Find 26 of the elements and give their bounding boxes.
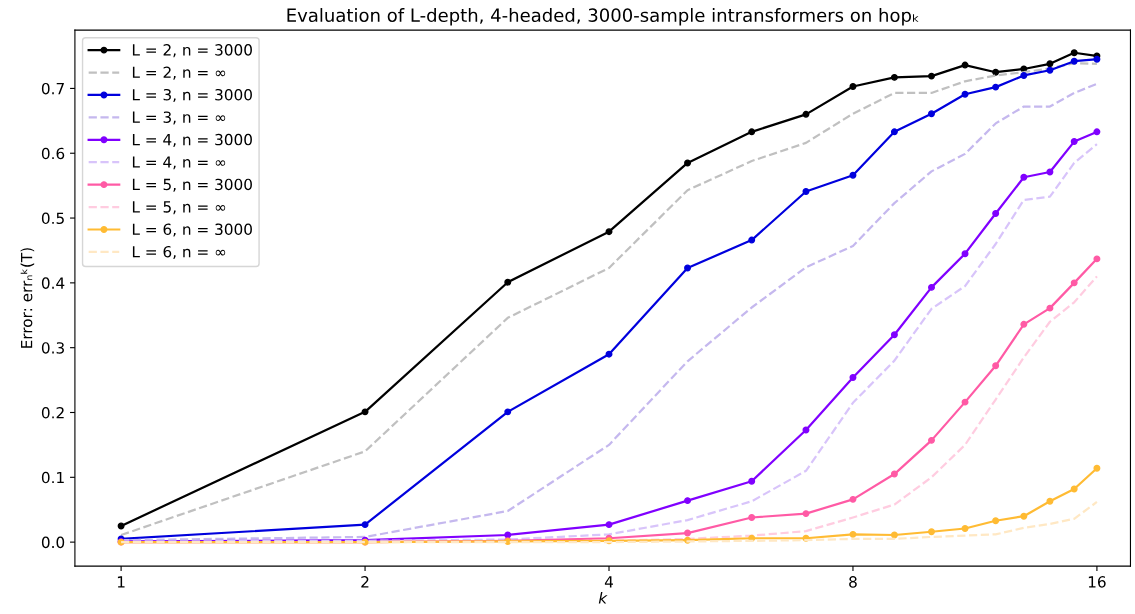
y-tick-label: 0.7 xyxy=(41,82,64,95)
y-tick-label: 0.6 xyxy=(41,147,65,160)
legend-label: L = 2, n = ∞ xyxy=(132,66,226,80)
legend-label: L = 5, n = 3000 xyxy=(132,178,252,192)
x-tick-label: 2 xyxy=(361,576,369,588)
x-tick-label: 1 xyxy=(117,576,125,588)
x-tick-label: 8 xyxy=(849,576,857,588)
legend-label: L = 4, n = 3000 xyxy=(132,133,252,147)
y-axis-title: Error: errₙᵏ(T) xyxy=(20,248,35,348)
x-tick-label: 16 xyxy=(1088,576,1106,588)
y-tick-label: 0.2 xyxy=(41,406,64,419)
y-tick-label: 0.5 xyxy=(41,212,64,225)
legend-label: L = 3, n = 3000 xyxy=(132,88,252,103)
legend-label: L = 4, n = ∞ xyxy=(132,156,226,170)
y-tick-label: 0.4 xyxy=(41,277,65,289)
x-axis-title: k xyxy=(598,592,608,604)
legend-label: L = 6, n = ∞ xyxy=(132,245,226,260)
legend-label: L = 3, n = ∞ xyxy=(132,111,226,125)
y-tick-label: 0.3 xyxy=(41,342,64,354)
chart-title: Evaluation of L-depth, 4-headed, 3000-sample intransformers on hopₖ xyxy=(287,8,919,26)
y-tick-label: 0.1 xyxy=(41,471,64,484)
y-tick-label: 0.0 xyxy=(41,536,65,549)
legend-label: L = 5, n = ∞ xyxy=(132,201,226,215)
legend-label: L = 2, n = 3000 xyxy=(132,44,252,58)
legend-label: L = 6, n = 3000 xyxy=(132,223,252,237)
x-tick-label: 4 xyxy=(604,576,614,588)
